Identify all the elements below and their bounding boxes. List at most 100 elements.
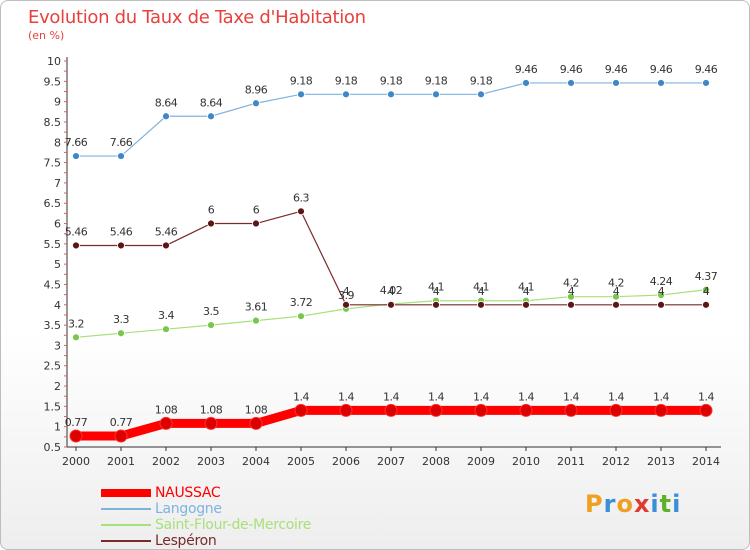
data-point: [567, 79, 575, 87]
x-tick-label: 2012: [602, 455, 630, 468]
x-tick-label: 2010: [512, 455, 540, 468]
data-label: 4.1: [473, 281, 489, 294]
data-point: [72, 241, 80, 250]
legend-swatch: [101, 524, 151, 526]
data-point: [297, 207, 305, 216]
brand-logo-letter: i: [672, 490, 682, 518]
data-label: 1.08: [200, 403, 223, 416]
data-label: 9.18: [380, 74, 403, 87]
data-label: 4.24: [650, 275, 673, 288]
unit-label: (en %): [28, 29, 65, 42]
x-tick-label: 2003: [197, 455, 225, 468]
data-point: [159, 416, 173, 430]
data-point: [432, 90, 440, 99]
data-point: [477, 90, 485, 99]
data-label: 4: [658, 285, 665, 298]
data-label: 4: [703, 285, 710, 298]
data-label: 9.18: [470, 74, 493, 87]
data-label: 3.4: [158, 309, 174, 322]
data-point: [207, 112, 215, 121]
data-point: [564, 403, 578, 417]
data-point: [117, 241, 125, 250]
data-label: 4: [568, 285, 575, 298]
data-point: [657, 291, 665, 299]
data-point: [249, 416, 263, 430]
data-point: [342, 90, 350, 99]
data-label: 6.3: [293, 191, 309, 204]
data-point: [72, 333, 80, 342]
data-point: [252, 316, 260, 325]
data-label: 3.61: [245, 301, 268, 314]
data-point: [339, 403, 353, 417]
brand-logo-letter: P: [585, 490, 604, 518]
data-point: [204, 416, 218, 430]
data-point: [654, 403, 668, 417]
data-point: [429, 403, 443, 417]
data-point: [342, 300, 350, 309]
data-label: 9.46: [515, 63, 538, 76]
x-tick-label: 2007: [377, 455, 405, 468]
data-point: [432, 300, 440, 309]
data-point: [162, 241, 170, 250]
x-tick-label: 2004: [242, 455, 270, 468]
y-tick-label: 2: [54, 380, 61, 393]
y-tick-label: 0.5: [44, 441, 62, 454]
data-point: [162, 325, 170, 334]
data-label: 1.4: [293, 390, 309, 403]
legend-swatch: [101, 540, 151, 542]
data-label: 4: [343, 285, 350, 298]
y-tick-label: 7: [54, 177, 61, 190]
data-label: 9.18: [335, 74, 358, 87]
data-point: [567, 300, 575, 309]
legend-label: NAUSSAC: [155, 485, 221, 501]
data-label: 4.2: [608, 277, 624, 290]
data-label: 3.72: [290, 296, 313, 309]
data-label: 1.4: [473, 390, 489, 403]
data-point: [702, 79, 710, 87]
data-label: 1.08: [155, 403, 178, 416]
data-label: 4: [613, 285, 620, 298]
x-tick-label: 2000: [62, 455, 90, 468]
chart-title: Evolution du Taux de Taxe d'Habitation: [28, 7, 366, 28]
x-tick-label: 2001: [107, 455, 135, 468]
data-label: 4.02: [380, 284, 403, 297]
data-point: [117, 152, 125, 160]
data-label: 4: [433, 285, 440, 298]
brand-logo-letter: o: [616, 490, 634, 518]
data-point: [294, 403, 308, 417]
data-label: 5.46: [110, 225, 133, 238]
data-point: [387, 300, 395, 309]
data-label: 3.9: [338, 289, 354, 302]
data-label: 8.64: [200, 96, 223, 109]
legend-swatch: [101, 508, 151, 510]
data-label: 1.4: [338, 390, 354, 403]
data-label: 9.46: [605, 63, 628, 76]
data-point: [702, 300, 710, 309]
data-point: [477, 300, 485, 309]
data-label: 9.46: [695, 63, 718, 76]
y-tick-label: 2.5: [44, 360, 62, 373]
legend-label: Lespéron: [155, 533, 217, 549]
y-tick-label: 4.5: [44, 278, 62, 291]
data-label: 1.4: [653, 390, 669, 403]
data-point: [252, 219, 260, 228]
y-tick-label: 8.5: [44, 116, 62, 129]
y-tick-label: 5: [54, 258, 61, 271]
legend-label: Saint-Flour-de-Mercoire: [155, 517, 312, 533]
brand-logo: Proxiti: [585, 490, 681, 518]
data-label: 1.08: [245, 403, 268, 416]
data-point: [207, 219, 215, 228]
data-point: [252, 99, 260, 108]
data-label: 0.77: [65, 416, 88, 429]
y-tick-label: 3: [54, 339, 61, 352]
data-point: [297, 90, 305, 99]
brand-logo-letter: t: [659, 490, 673, 518]
brand-logo-letter: r: [603, 490, 617, 518]
x-tick-label: 2005: [287, 455, 315, 468]
data-label: 1.4: [698, 390, 714, 403]
data-point: [114, 429, 128, 443]
y-tick-label: 9.5: [44, 75, 62, 88]
data-point: [657, 79, 665, 87]
y-tick-label: 4: [54, 299, 61, 312]
